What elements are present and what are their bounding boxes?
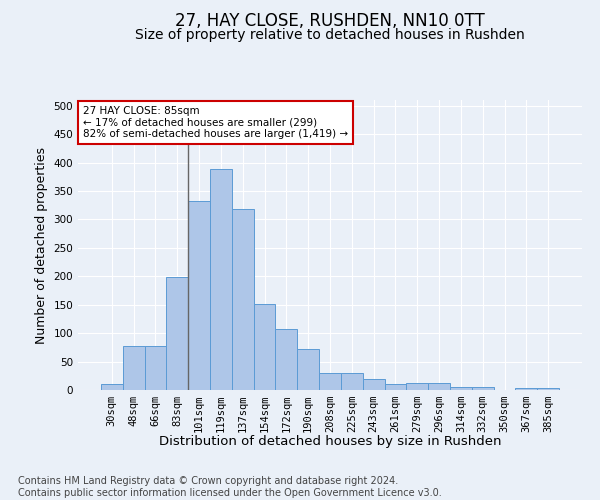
Bar xyxy=(319,373,341,390)
Text: 27, HAY CLOSE, RUSHDEN, NN10 0TT: 27, HAY CLOSE, RUSHDEN, NN10 0TT xyxy=(175,12,485,30)
Bar xyxy=(341,373,363,390)
Text: Contains HM Land Registry data © Crown copyright and database right 2024.
Contai: Contains HM Land Registry data © Crown c… xyxy=(18,476,442,498)
Bar xyxy=(101,384,123,390)
Bar xyxy=(297,349,319,390)
Bar xyxy=(166,277,188,390)
Bar xyxy=(123,346,145,390)
Bar xyxy=(188,200,210,390)
Bar xyxy=(537,388,559,390)
Bar xyxy=(363,378,385,390)
Bar xyxy=(385,384,406,390)
Bar xyxy=(406,382,428,390)
Bar xyxy=(472,387,494,390)
Bar xyxy=(275,329,297,390)
Text: Distribution of detached houses by size in Rushden: Distribution of detached houses by size … xyxy=(159,435,501,448)
Bar xyxy=(450,387,472,390)
Bar xyxy=(515,388,537,390)
Bar xyxy=(232,208,254,390)
Y-axis label: Number of detached properties: Number of detached properties xyxy=(35,146,48,344)
Text: Size of property relative to detached houses in Rushden: Size of property relative to detached ho… xyxy=(135,28,525,42)
Bar xyxy=(428,382,450,390)
Bar xyxy=(210,170,232,390)
Text: 27 HAY CLOSE: 85sqm
← 17% of detached houses are smaller (299)
82% of semi-detac: 27 HAY CLOSE: 85sqm ← 17% of detached ho… xyxy=(83,106,348,139)
Bar xyxy=(145,346,166,390)
Bar xyxy=(254,304,275,390)
